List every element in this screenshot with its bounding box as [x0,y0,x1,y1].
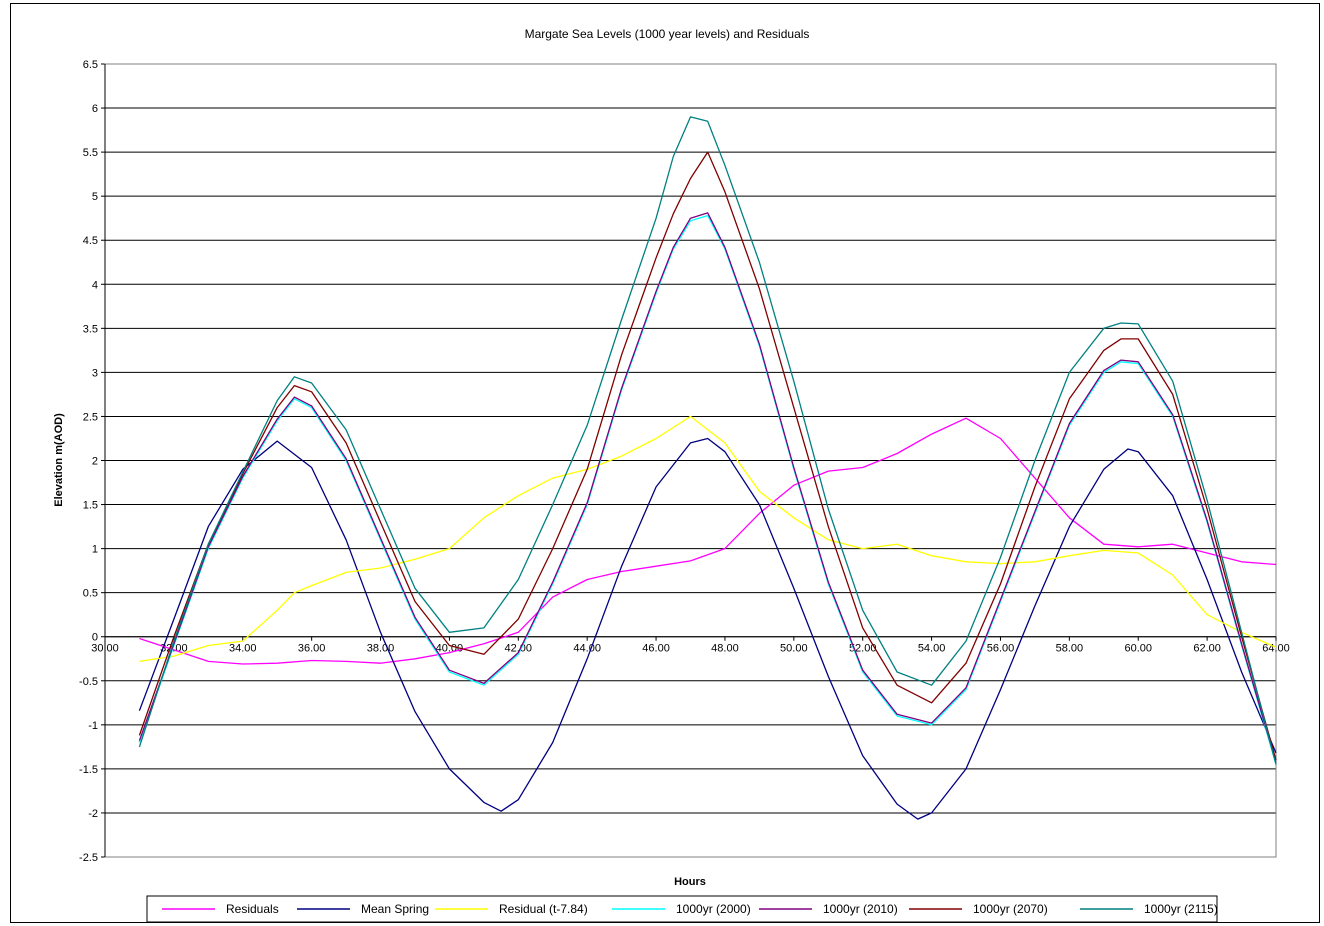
series-line-4 [138,214,1277,765]
y-tick-label: 1 [92,544,98,556]
y-tick-label: 4 [92,279,98,291]
x-tick-label: 40.00 [436,643,464,655]
series-line-1 [139,417,1277,665]
x-tick-label: 54.00 [918,643,946,655]
x-tick-label: 64.00 [1262,643,1290,655]
y-tick-label: 5.5 [83,147,98,159]
x-tick-label: 60.00 [1124,643,1152,655]
x-tick-label: 38.00 [367,643,395,655]
y-tick-label: 2 [92,456,98,468]
legend: Residuals Mean Spring Residual (t-7.84) 100… [146,895,1218,923]
x-tick-label: 36.00 [298,643,326,655]
y-tick-label: 3 [92,367,98,379]
y-tick-label: 4.5 [83,235,98,247]
chart-frame [10,3,1320,923]
x-axis-label: Hours [674,876,706,888]
series-line-6 [138,151,1277,761]
series-line-7 [138,116,1277,765]
y-tick-label: 0.5 [83,588,98,600]
legend-label: 1000yr (2000) [676,902,751,916]
y-tick-label: -1.5 [79,764,98,776]
y-tick-label: -2.5 [79,852,98,864]
legend-label: 1000yr (2070) [973,902,1048,916]
y-tick-label: 6.5 [83,59,98,71]
x-tick-label: 34.00 [229,643,257,655]
x-tick-label: 44.00 [573,643,601,655]
x-tick-label: 56.00 [987,643,1015,655]
y-tick-label: -0.5 [79,676,98,688]
chart-title: Margate Sea Levels (1000 year levels) an… [525,27,810,41]
series-line-5 [138,212,1277,763]
series-line-2 [138,437,1277,820]
legend-label: Residuals [226,902,279,916]
y-tick-label: 5 [92,191,98,203]
y-tick-label: 6 [92,103,98,115]
x-tick-label: 48.00 [711,643,739,655]
plot-area: 6.5 6 5.5 5 4.5 4 3.5 3 2.5 2 1.5 1 0.5 0 -0.5 -1 -1.5 -2… [79,59,1290,864]
x-tick-label: 50.00 [780,643,808,655]
legend-label: Mean Spring [361,902,429,916]
y-tick-label: -2 [88,808,98,820]
y-tick-label: -1 [88,720,98,732]
legend-label: Residual (t-7.84) [499,902,588,916]
x-tick-label: 30.00 [91,643,119,655]
y-tick-label: 3.5 [83,323,98,335]
series-line-3 [139,415,1277,663]
x-tick-label: 46.00 [642,643,670,655]
y-tick-label: 1.5 [83,500,98,512]
y-tick-label: 2.5 [83,411,98,423]
y-tick-label: 0 [92,632,98,644]
x-tick-label: 42.00 [505,643,533,655]
x-tick-label: 58.00 [1056,643,1084,655]
legend-label: 1000yr (2115) [1144,902,1218,916]
x-tick-label: 62.00 [1193,643,1221,655]
y-axis-label: Elevation m(AOD) [53,413,65,507]
legend-label: 1000yr (2010) [823,902,898,916]
